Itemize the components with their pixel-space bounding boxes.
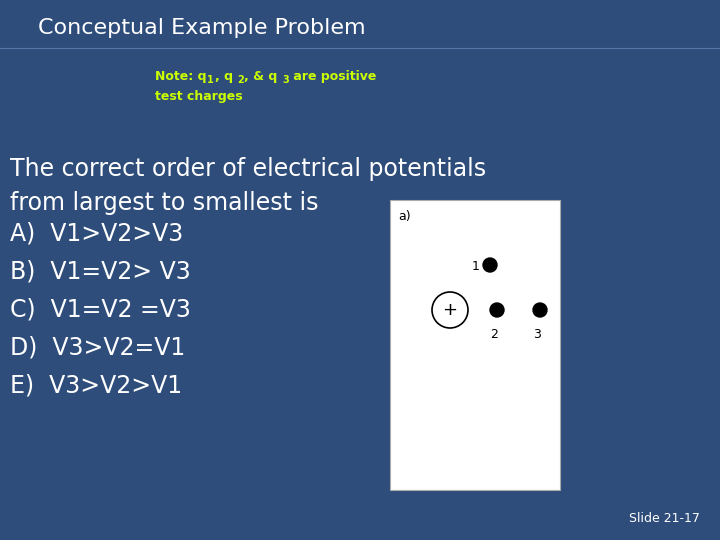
Text: B)  V1=V2> V3: B) V1=V2> V3 [10, 260, 191, 284]
Circle shape [432, 292, 468, 328]
Text: C)  V1=V2 =V3: C) V1=V2 =V3 [10, 298, 191, 322]
Circle shape [483, 258, 497, 272]
Circle shape [490, 303, 504, 317]
FancyBboxPatch shape [390, 200, 560, 490]
Text: D)  V3>V2=V1: D) V3>V2=V1 [10, 336, 185, 360]
Text: , q: , q [215, 70, 233, 83]
Text: The correct order of electrical potentials: The correct order of electrical potentia… [10, 157, 486, 181]
Text: 2: 2 [237, 75, 244, 85]
Text: a): a) [398, 210, 410, 223]
Text: test charges: test charges [155, 90, 243, 103]
Text: 1: 1 [472, 260, 480, 273]
Text: from largest to smallest is: from largest to smallest is [10, 191, 318, 215]
Circle shape [533, 303, 547, 317]
Text: E)  V3>V2>V1: E) V3>V2>V1 [10, 374, 182, 398]
Text: 1: 1 [207, 75, 214, 85]
Text: are positive: are positive [289, 70, 377, 83]
Text: A)  V1>V2>V3: A) V1>V2>V3 [10, 222, 184, 246]
Text: , & q: , & q [244, 70, 277, 83]
Text: 3: 3 [282, 75, 289, 85]
Text: Slide 21-17: Slide 21-17 [629, 512, 700, 525]
Text: 2: 2 [490, 328, 498, 341]
Text: Conceptual Example Problem: Conceptual Example Problem [38, 18, 366, 38]
Text: +: + [443, 301, 457, 319]
Text: 3: 3 [533, 328, 541, 341]
Text: Note: q: Note: q [155, 70, 207, 83]
